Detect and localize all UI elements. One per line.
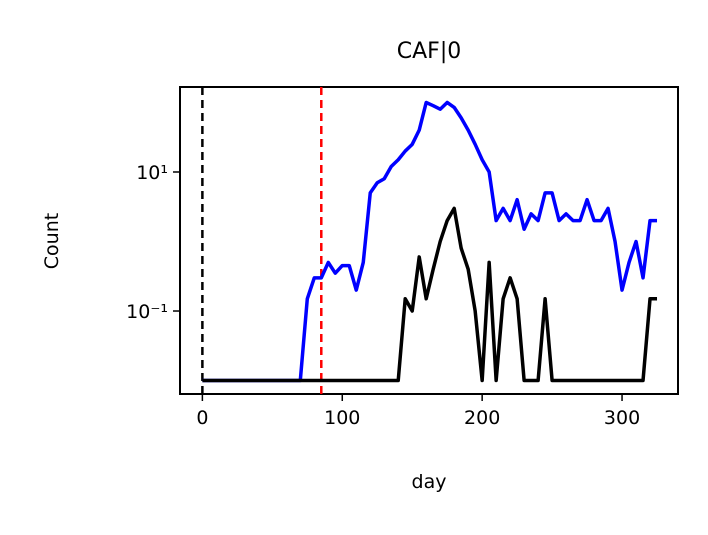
data-line (202, 100, 658, 383)
x-tick-label: 0 (196, 407, 208, 429)
chart-title: CAF|0 (397, 39, 461, 64)
y-axis-label: Count (41, 213, 63, 269)
y-tick-label: 10¹ (136, 162, 168, 184)
y-tick-label: 10⁻¹ (126, 301, 168, 323)
x-tick-label: 100 (324, 407, 360, 429)
x-tick-label: 200 (464, 407, 500, 429)
data-line (202, 206, 658, 383)
plot-frame (179, 86, 679, 395)
x-tick-label: 300 (604, 407, 640, 429)
x-axis-label: day (412, 471, 447, 493)
